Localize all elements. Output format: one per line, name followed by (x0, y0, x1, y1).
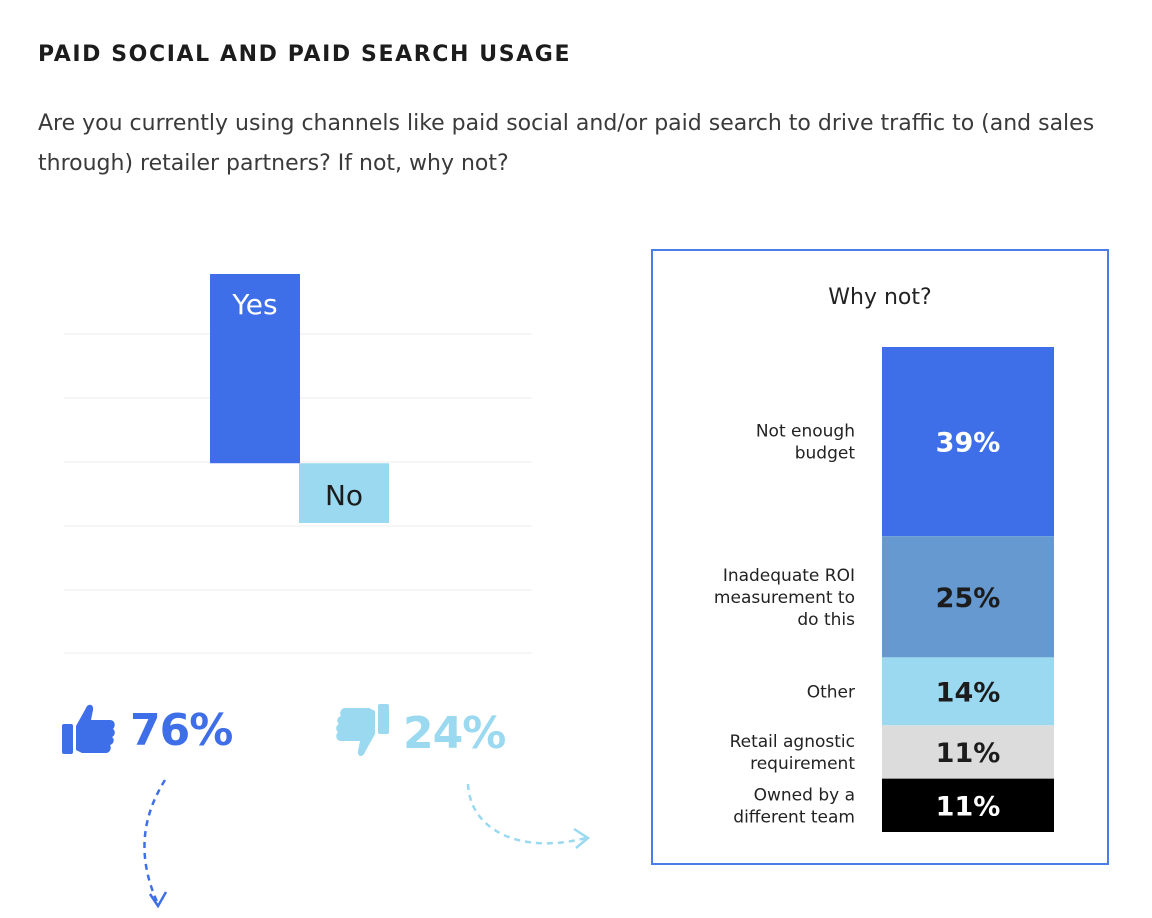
why-category-label: Not enough budget (756, 422, 855, 464)
bar-yes (210, 274, 300, 464)
yes-no-chart: Yes No (64, 274, 532, 654)
thumbs-down-icon (336, 704, 389, 757)
dashed-arrow-right-icon (466, 783, 587, 845)
why-category-label: Inadequate ROI measurement to do this (714, 566, 855, 630)
yes-percentage: 76% (130, 704, 233, 756)
why-category-label: Owned by a different team (733, 785, 855, 827)
thumbs-up-icon (62, 704, 115, 754)
page-title: PAID SOCIAL AND PAID SEARCH USAGE (38, 42, 572, 67)
why-value-label: 11% (936, 738, 1001, 769)
why-bar-segment (882, 657, 1054, 726)
why-value-label: 25% (936, 583, 1001, 614)
why-not-panel: Why not? 39% Not enough budget 25% Inadequat… (651, 249, 1109, 865)
no-percentage: 24% (403, 707, 506, 759)
why-value-label: 11% (936, 791, 1001, 822)
why-value-label: 39% (936, 428, 1001, 459)
why-bar-segment (882, 347, 1054, 537)
why-not-title: Why not? (828, 285, 932, 310)
yes-stat: 76% (60, 700, 233, 760)
why-category-label: Retail agnostic requirement (730, 732, 856, 774)
bar-label-no: No (325, 479, 363, 512)
survey-question: Are you currently using channels like pa… (38, 111, 1095, 176)
why-bar-segment (882, 536, 1054, 658)
no-stat: 24% (333, 700, 506, 766)
arrow-head-icon (573, 827, 591, 849)
why-category-label: Other (807, 682, 855, 702)
arrow-head-icon (148, 891, 168, 909)
bar-no (299, 463, 389, 523)
why-value-label: 14% (936, 677, 1001, 708)
why-bar-segment (882, 778, 1054, 832)
dashed-arrow-down-icon (143, 779, 167, 905)
why-not-chart: 39% Not enough budget 25% Inadequate ROI meas… (714, 347, 1054, 832)
why-bar-segment (882, 725, 1054, 779)
bar-label-yes: Yes (231, 288, 277, 321)
